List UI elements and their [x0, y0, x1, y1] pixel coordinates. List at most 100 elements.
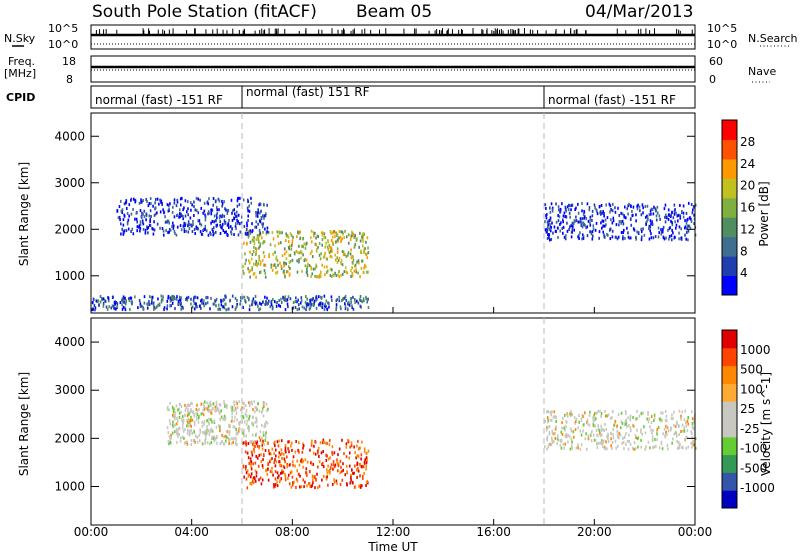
echo-cell [152, 232, 155, 236]
echo-cell [284, 445, 287, 449]
echo-cell [611, 440, 614, 444]
echo-cell [685, 446, 688, 450]
echo-cell [577, 426, 580, 430]
echo-cell [182, 420, 185, 424]
echo-cell [334, 271, 336, 275]
echo-cell [675, 434, 678, 438]
echo-cell [149, 218, 152, 222]
echo-cell [199, 198, 201, 202]
echo-cell [654, 207, 657, 211]
echo-cell [218, 199, 221, 203]
echo-cell [327, 457, 330, 461]
echo-cell [668, 235, 671, 239]
echo-cell [328, 302, 330, 306]
echo-cell [215, 199, 217, 203]
echo-cell [330, 231, 332, 235]
echo-cell [579, 429, 582, 433]
echo-cell [155, 305, 158, 309]
echo-cell [322, 231, 325, 235]
echo-cell [571, 227, 574, 231]
echo-cell [291, 241, 293, 245]
echo-cell [227, 223, 230, 227]
echo-cell [288, 450, 290, 454]
echo-cell [559, 229, 562, 233]
echo-cell [223, 219, 226, 223]
echo-cell [555, 425, 557, 429]
echo-cell [582, 236, 585, 240]
echo-cell [321, 238, 324, 242]
echo-cell [171, 297, 173, 301]
echo-cell [557, 236, 559, 240]
echo-cell [249, 250, 251, 254]
echo-cell [264, 432, 267, 436]
echo-cell [179, 439, 182, 443]
echo-cell [169, 437, 171, 441]
echo-cell [152, 301, 155, 305]
echo-cell [350, 300, 352, 304]
echo-cell [207, 404, 210, 408]
echo-cell [592, 227, 595, 231]
echo-cell [309, 306, 312, 310]
echo-cell [274, 244, 276, 248]
echo-cell [158, 202, 160, 206]
echo-cell [637, 231, 640, 235]
echo-cell [544, 445, 546, 449]
echo-cell [198, 433, 201, 437]
echo-cell [314, 474, 316, 478]
echo-cell [230, 405, 232, 409]
echo-cell [119, 218, 121, 222]
echo-cell [582, 429, 584, 433]
echo-cell [570, 410, 572, 414]
echo-cell [590, 432, 592, 436]
echo-cell [350, 468, 353, 472]
echo-cell [124, 306, 126, 310]
echo-cell [310, 484, 313, 488]
echo-cell [211, 208, 214, 212]
echo-cell [214, 405, 217, 409]
echo-cell [271, 231, 274, 235]
echo-cell [171, 294, 174, 298]
echo-cell [199, 230, 202, 234]
echo-cell [353, 297, 356, 301]
echo-cell [557, 219, 560, 223]
echo-cell [263, 425, 266, 429]
echo-cell [611, 447, 613, 451]
echo-cell [116, 209, 119, 213]
echo-cell [197, 420, 200, 424]
echo-cell [95, 299, 98, 303]
echo-cell [575, 219, 578, 223]
echo-cell [271, 466, 273, 470]
colorbar-swatch [722, 490, 737, 509]
echo-cell [344, 307, 347, 311]
echo-cell [246, 486, 249, 490]
echo-cell [287, 240, 290, 244]
echo-cell [271, 470, 273, 474]
echo-cell [340, 470, 343, 474]
echo-cell [606, 232, 608, 236]
echo-cell [331, 452, 334, 456]
echo-cell [629, 426, 632, 430]
colorbar-tick-label: 100 [740, 382, 763, 396]
echo-cell [648, 237, 651, 241]
echo-cell [324, 273, 326, 277]
echo-cell [234, 441, 237, 445]
echo-cell [562, 214, 565, 218]
echo-cell [607, 439, 610, 443]
echo-cell [604, 447, 606, 451]
echo-cell [617, 413, 620, 417]
echo-cell [311, 298, 313, 302]
echo-cell [304, 264, 307, 268]
echo-cell [561, 432, 564, 436]
echo-cell [622, 440, 625, 444]
echo-cell [569, 204, 571, 208]
echo-cell [352, 233, 354, 237]
echo-cell [154, 212, 157, 216]
echo-cell [154, 201, 156, 205]
echo-cell [689, 216, 691, 220]
colorbar-tick-label: 20 [740, 179, 755, 193]
echo-cell [122, 305, 125, 309]
echo-cell [582, 423, 585, 427]
echo-cell [166, 299, 169, 303]
echo-cell [545, 428, 548, 432]
echo-cell [591, 209, 594, 213]
